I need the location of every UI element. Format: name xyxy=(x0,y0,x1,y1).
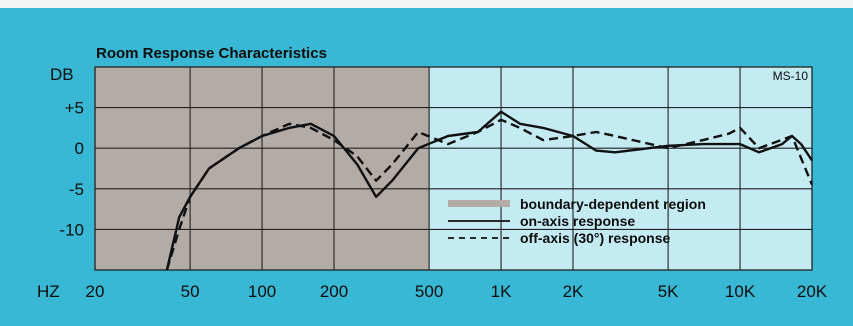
x-tick-label: 200 xyxy=(320,282,348,301)
x-tick-label: 50 xyxy=(181,282,200,301)
x-tick-label: 20K xyxy=(797,282,828,301)
y-tick-label: 0 xyxy=(75,139,84,158)
grid xyxy=(94,66,813,271)
legend-swatch-region xyxy=(448,200,510,207)
y-tick-label: -5 xyxy=(69,180,84,199)
x-tick-label: 1K xyxy=(491,282,512,301)
x-tick-label: 10K xyxy=(725,282,756,301)
off-axis-line xyxy=(165,118,814,271)
legend-label: on-axis response xyxy=(520,213,635,229)
chart-title: Room Response Characteristics xyxy=(96,45,327,62)
free-region xyxy=(429,67,812,270)
x-tick-label: 100 xyxy=(248,282,276,301)
legend-label: boundary-dependent region xyxy=(520,196,706,212)
x-tick-label: 2K xyxy=(563,282,584,301)
series-lines xyxy=(165,110,814,271)
background-regions xyxy=(95,67,812,270)
x-tick-label: 20 xyxy=(86,282,105,301)
y-tick-label: +5 xyxy=(65,99,84,118)
y-tick-label: -10 xyxy=(59,220,84,239)
y-axis-label: DB xyxy=(50,65,74,84)
legend-label: off-axis (30°) response xyxy=(520,230,671,246)
x-axis-label: HZ xyxy=(37,282,60,301)
axis-labels: Room Response Characteristics DB HZ MS-1… xyxy=(37,45,828,301)
plot-frame xyxy=(94,66,813,271)
model-label: MS-10 xyxy=(773,69,809,83)
x-tick-label: 5K xyxy=(658,282,679,301)
x-tick-label: 500 xyxy=(415,282,443,301)
